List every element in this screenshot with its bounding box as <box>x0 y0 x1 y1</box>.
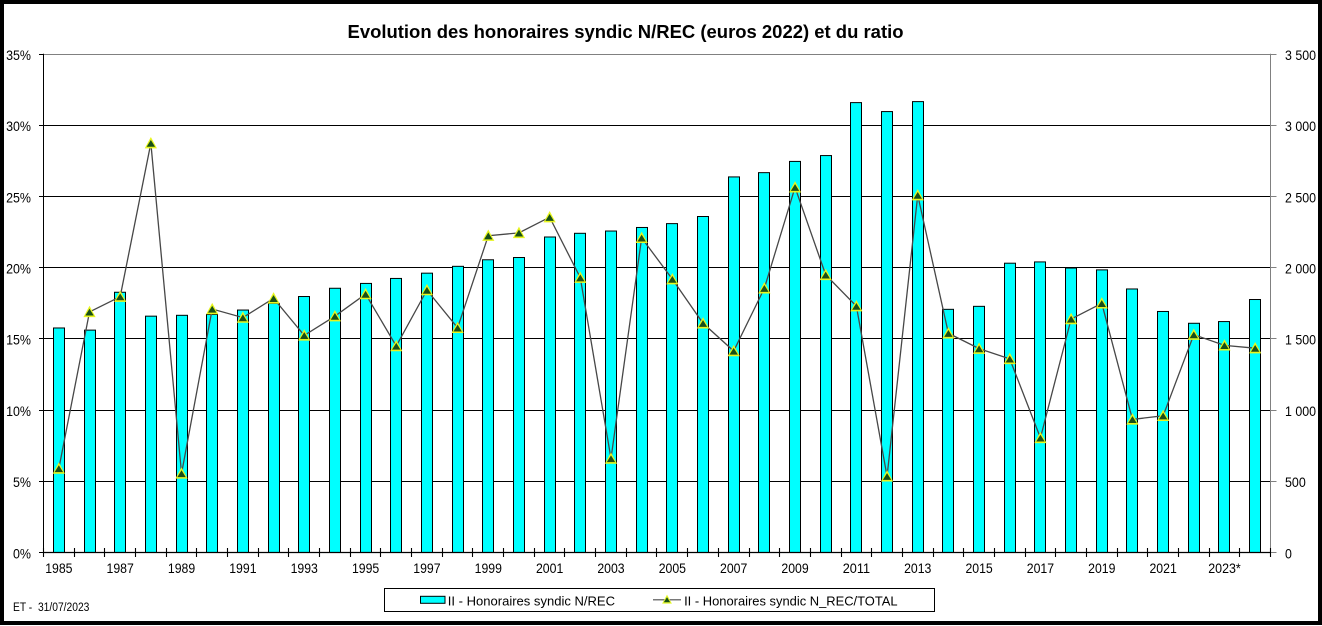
svg-text:3 000: 3 000 <box>1285 118 1316 134</box>
svg-text:20%: 20% <box>6 262 31 278</box>
svg-text:2021: 2021 <box>1149 561 1176 576</box>
svg-text:2 500: 2 500 <box>1285 189 1316 205</box>
svg-text:1995: 1995 <box>352 561 379 576</box>
svg-text:1991: 1991 <box>229 561 256 576</box>
svg-text:3 500: 3 500 <box>1285 47 1316 63</box>
svg-text:2005: 2005 <box>659 561 686 576</box>
svg-text:2 000: 2 000 <box>1285 261 1316 277</box>
svg-text:II - Honoraires syndic N/REC: II - Honoraires syndic N/REC <box>448 594 615 608</box>
svg-text:1987: 1987 <box>107 561 134 576</box>
svg-text:1 000: 1 000 <box>1285 403 1316 419</box>
svg-text:II - Honoraires syndic N_REC/: II - Honoraires syndic N_REC/TOTAL <box>684 594 898 608</box>
svg-text:2013: 2013 <box>904 561 931 576</box>
svg-text:30%: 30% <box>6 119 31 135</box>
svg-text:2017: 2017 <box>1027 561 1054 576</box>
svg-text:ET - 31/07/2023: ET - 31/07/2023 <box>13 600 90 614</box>
svg-text:5%: 5% <box>13 475 31 491</box>
svg-text:1999: 1999 <box>475 561 502 576</box>
svg-text:1997: 1997 <box>413 561 440 576</box>
svg-text:1993: 1993 <box>291 561 318 576</box>
svg-text:15%: 15% <box>6 333 31 349</box>
svg-text:35%: 35% <box>6 48 31 64</box>
svg-text:2003: 2003 <box>597 561 624 576</box>
svg-text:1985: 1985 <box>45 561 72 576</box>
svg-text:0%: 0% <box>13 546 31 562</box>
svg-text:1 500: 1 500 <box>1285 332 1316 348</box>
svg-text:10%: 10% <box>6 404 31 420</box>
svg-text:2015: 2015 <box>965 561 992 576</box>
svg-text:Evolution des honoraires syndi: Evolution des honoraires syndic N/REC (e… <box>348 21 904 42</box>
svg-text:2023*: 2023* <box>1208 561 1241 576</box>
svg-text:2001: 2001 <box>536 561 563 576</box>
svg-text:500: 500 <box>1285 474 1306 490</box>
svg-text:2011: 2011 <box>843 561 870 576</box>
svg-text:1989: 1989 <box>168 561 195 576</box>
svg-text:2007: 2007 <box>720 561 747 576</box>
svg-text:25%: 25% <box>6 190 31 206</box>
svg-text:2019: 2019 <box>1088 561 1115 576</box>
svg-text:2009: 2009 <box>781 561 808 576</box>
svg-text:0: 0 <box>1285 545 1292 561</box>
